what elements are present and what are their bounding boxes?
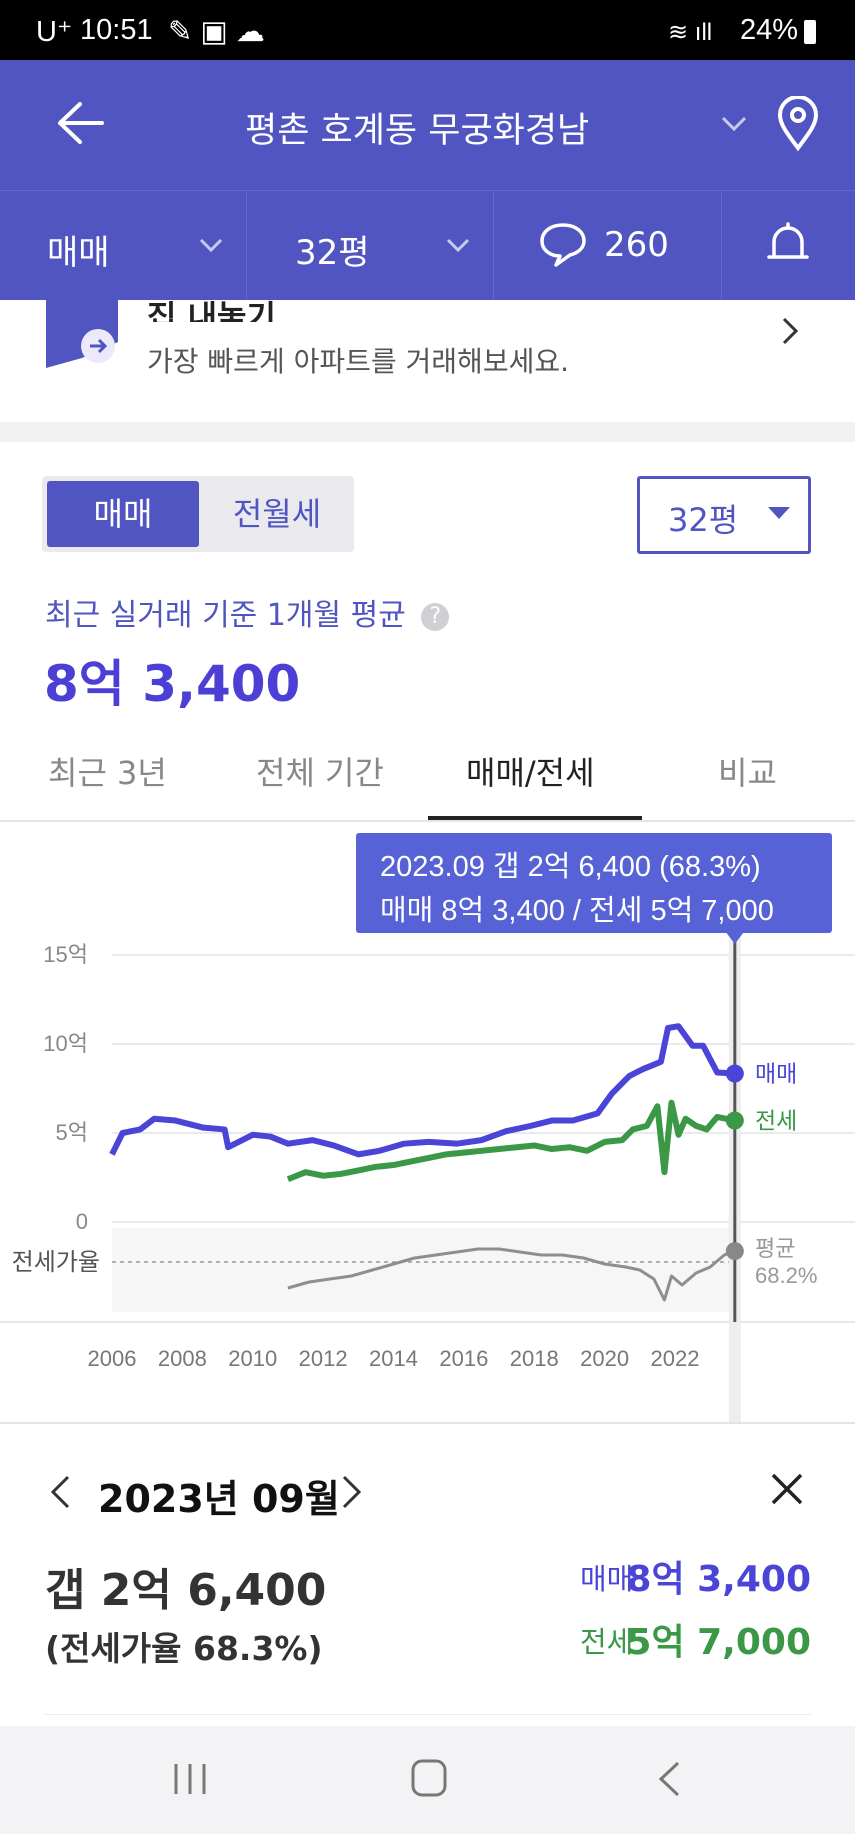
average-price: 8억 3,400 <box>44 655 301 713</box>
average-caption: 최근 실거래 기준 1개월 평균 ? <box>45 590 450 634</box>
x-tick-label: 2020 <box>580 1346 629 1371</box>
battery-icon <box>804 20 816 44</box>
tab-compare[interactable]: 비교 <box>718 754 777 792</box>
tab-sale-lease[interactable]: 매매/전세 <box>466 754 595 792</box>
battery-text: 24% <box>740 14 799 46</box>
y-tick-label: 10억 <box>43 1031 88 1056</box>
chevron-right-icon <box>782 317 799 345</box>
system-nav-bar <box>0 1726 855 1834</box>
detail-month: 2023년 09월 <box>98 1477 340 1521</box>
filter-bar: 매매 32평 260 <box>0 190 855 301</box>
trade-type-dropdown[interactable]: 매매 <box>0 191 246 301</box>
comments-button[interactable]: 260 <box>494 191 721 301</box>
trade-type-toggle: 매매 전월세 <box>42 476 354 552</box>
sell-home-banner[interactable]: 집 내놓기 가장 빠르게 아파트를 거래해보세요. <box>0 298 855 422</box>
signal-icon: ≋ ıll <box>668 19 713 46</box>
x-tick-label: 2018 <box>510 1346 559 1371</box>
sale-value: 8억 3,400 <box>626 1559 811 1600</box>
tab-recent-3y[interactable]: 최근 3년 <box>48 754 167 792</box>
lease-label: 전세 <box>580 1625 634 1659</box>
app-header: 평촌 호계동 무궁화경남 <box>0 60 855 190</box>
size-select-value: 32평 <box>668 501 739 539</box>
ratio-axis-label: 전세가율 <box>12 1249 100 1276</box>
lease-ratio: (전세가율 68.3%) <box>45 1629 323 1668</box>
trade-type-label: 매매 <box>47 233 110 273</box>
lease-series-line <box>286 1099 736 1183</box>
x-tick-label: 2012 <box>299 1346 348 1371</box>
detail-bottom-divider <box>44 1714 811 1715</box>
price-chart[interactable]: 15억 10억 5억 0 전세가율 2006 2008 2010 2012 2014 2016 201… <box>0 822 855 1422</box>
speech-bubble-icon <box>540 223 586 267</box>
next-month-icon[interactable] <box>340 1474 364 1510</box>
sale-end-label: 매매 <box>755 1061 797 1087</box>
chevron-down-icon <box>446 238 470 253</box>
ratio-end-marker <box>725 1242 744 1261</box>
lease-end-marker <box>725 1111 744 1130</box>
home-icon[interactable] <box>410 1758 448 1798</box>
toggle-sale[interactable]: 매매 <box>47 481 199 547</box>
average-caption-text: 최근 실거래 기준 1개월 평균 <box>45 598 406 633</box>
size-label: 32평 <box>295 233 370 273</box>
location-pin-icon[interactable] <box>776 96 820 152</box>
size-select[interactable]: 32평 <box>637 476 811 554</box>
detail-divider <box>0 1422 855 1424</box>
tab-active-indicator <box>428 816 642 820</box>
ratio-average-label: 평균 <box>755 1236 795 1261</box>
x-tick-label: 2006 <box>88 1346 137 1371</box>
banner-title: 집 내놓기 <box>147 298 276 322</box>
back-icon[interactable] <box>656 1760 682 1798</box>
banner-subtitle: 가장 빠르게 아파트를 거래해보세요. <box>147 345 570 378</box>
size-dropdown[interactable]: 32평 <box>247 191 493 301</box>
toggle-lease[interactable]: 전월세 <box>232 495 322 533</box>
recent-apps-icon[interactable] <box>170 1760 210 1798</box>
x-tick-label: 2010 <box>228 1346 277 1371</box>
ratio-average-value: 68.2% <box>755 1263 817 1288</box>
tooltip-line-2: 매매 8억 3,400 / 전세 5억 7,000 <box>380 895 774 927</box>
y-tick-label: 5억 <box>56 1120 88 1145</box>
close-icon[interactable] <box>770 1472 804 1506</box>
tooltip-pointer <box>725 932 744 944</box>
x-tick-label: 2014 <box>369 1346 418 1371</box>
lease-value: 5억 7,000 <box>626 1622 811 1663</box>
y-tick-label: 0 <box>76 1209 88 1234</box>
comment-count: 260 <box>604 225 669 265</box>
back-arrow-icon[interactable] <box>54 100 106 146</box>
lease-end-label: 전세 <box>755 1108 797 1134</box>
sale-series-line <box>109 1023 736 1158</box>
ratio-series-line <box>287 1247 736 1302</box>
page-title[interactable]: 평촌 호계동 무궁화경남 <box>245 111 590 151</box>
gap-value: 갭 2억 6,400 <box>45 1565 327 1616</box>
tab-all-period[interactable]: 전체 기간 <box>256 754 384 792</box>
chart-tooltip: 2023.09 갭 2억 6,400 (68.3%) 매매 8억 3,400 /… <box>356 833 832 933</box>
chevron-down-icon[interactable] <box>720 115 748 133</box>
house-arrow-icon <box>46 300 118 368</box>
x-tick-label: 2022 <box>651 1346 700 1371</box>
prev-month-icon[interactable] <box>48 1474 72 1510</box>
notification-icons: ✎ ▣ ☁ <box>168 16 265 48</box>
tab-underline <box>0 820 855 822</box>
ratio-band <box>112 1228 732 1312</box>
help-icon[interactable]: ? <box>421 602 450 631</box>
x-tick-label: 2016 <box>439 1346 488 1371</box>
y-tick-label: 15억 <box>43 942 88 967</box>
chevron-down-icon <box>199 238 223 253</box>
status-time: 10:51 <box>80 14 153 46</box>
sale-label: 매매 <box>580 1562 634 1596</box>
carrier-label: U⁺ <box>36 16 73 48</box>
triangle-down-icon <box>768 507 790 519</box>
x-tick-label: 2008 <box>158 1346 207 1371</box>
bell-icon[interactable] <box>766 221 810 269</box>
sale-end-marker <box>725 1064 744 1083</box>
tooltip-line-1: 2023.09 갭 2억 6,400 (68.3%) <box>380 851 761 883</box>
section-divider <box>0 422 855 442</box>
status-bar: U⁺ 10:51 ✎ ▣ ☁ ≋ ıll 24% <box>0 0 855 60</box>
